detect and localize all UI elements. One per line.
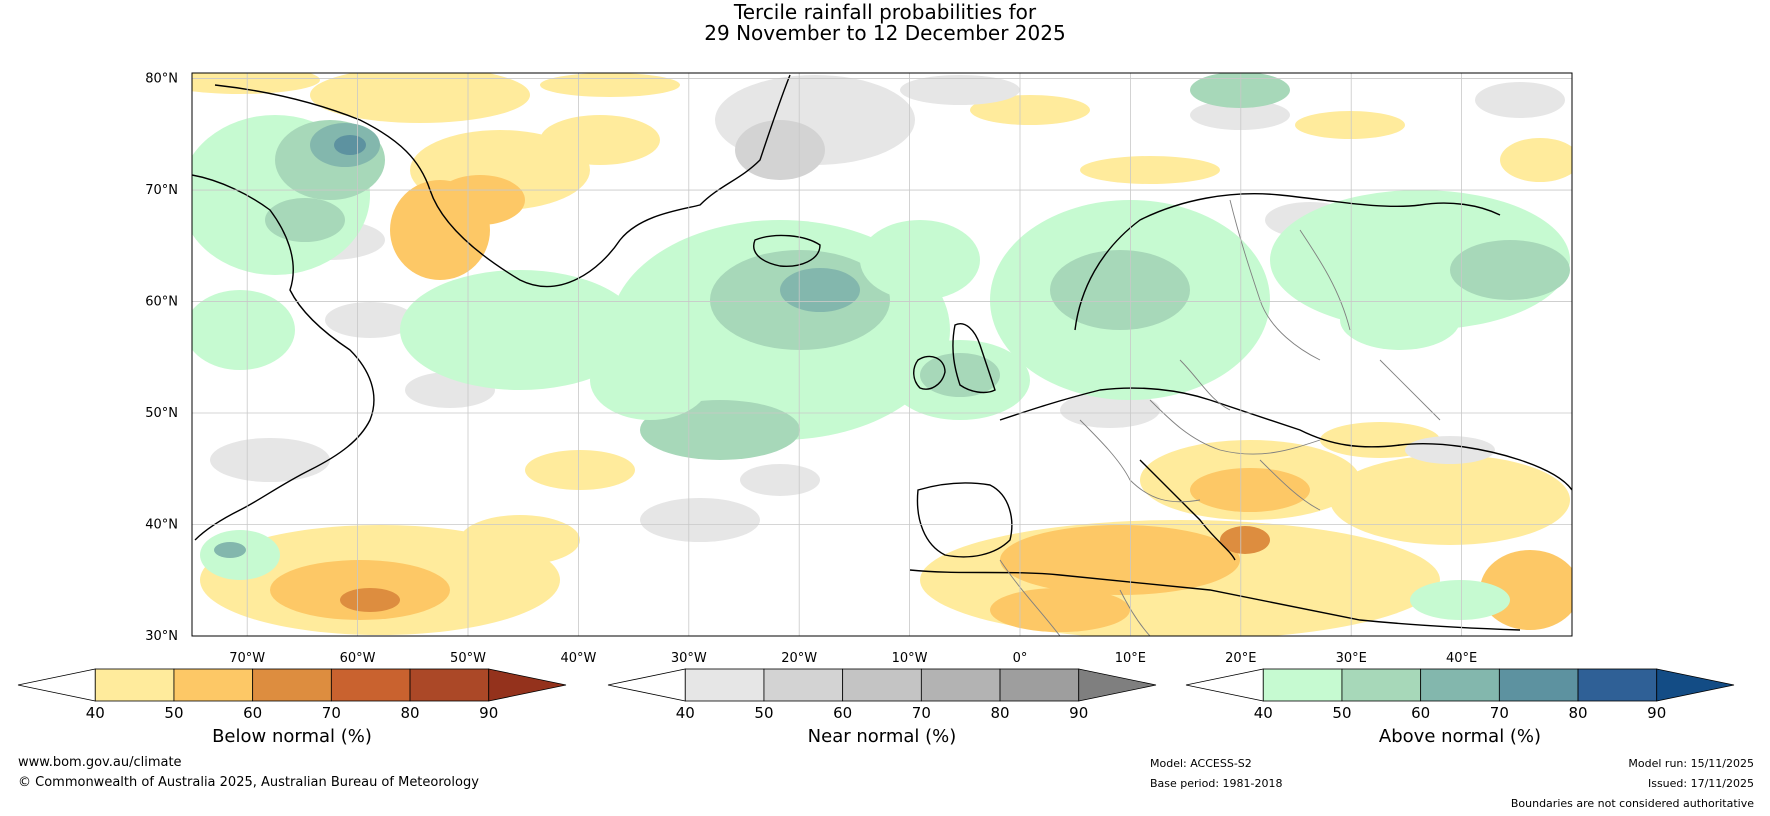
colorbar-segment [920, 668, 1001, 702]
colorbar-tick: 70 [1490, 704, 1509, 722]
colorbar-high-extension [488, 668, 567, 702]
colorbar-segment [94, 668, 175, 702]
base-period-label: Base period: 1981-2018 [1150, 777, 1283, 790]
colorbar-segment [999, 668, 1080, 702]
website-link[interactable]: www.bom.gov.au/climate [18, 755, 182, 770]
colorbar-high-extension [1078, 668, 1157, 702]
colorbar-segment [1420, 668, 1500, 702]
colorbar-segment [1498, 668, 1579, 702]
lat-label: 80°N [145, 72, 178, 87]
disclaimer-text: Boundaries are not considered authoritat… [1510, 797, 1754, 810]
lon-label: 10°W [892, 651, 928, 666]
colorbar-below-normal: 40 50 60 70 80 90 [17, 668, 567, 722]
colorbar-segment [684, 668, 765, 702]
colorbar-segment [173, 668, 254, 702]
colorbar-near-normal: 40 50 60 70 80 90 [607, 668, 1157, 722]
lat-label: 40°N [145, 518, 178, 533]
colorbar-tick: 60 [243, 704, 262, 722]
colorbar-tick: 80 [990, 704, 1009, 722]
colorbar-tick: 90 [1069, 704, 1088, 722]
lon-label: 60°W [340, 651, 376, 666]
colorbar-segment [763, 668, 844, 702]
colorbar-segment [330, 668, 411, 702]
model-label: Model: ACCESS-S2 [1150, 757, 1252, 770]
lat-label: 70°N [145, 183, 178, 198]
copyright-text: © Commonwealth of Australia 2025, Austra… [18, 775, 479, 790]
colorbar-tick: 70 [322, 704, 341, 722]
colorbar-low-extension [17, 668, 96, 702]
map-title-line1: Tercile rainfall probabilities for [733, 0, 1037, 24]
lon-label: 30°E [1336, 651, 1367, 666]
colorbar-segment [1577, 668, 1658, 702]
latitude-labels: 80°N 70°N 60°N 50°N 40°N 30°N [145, 72, 178, 644]
colorbar-tick: 80 [400, 704, 419, 722]
colorbar-above-normal: 40 50 60 70 80 90 [1185, 668, 1735, 722]
coastlines [192, 74, 1572, 631]
colorbar-tick: 70 [912, 704, 931, 722]
lat-label: 50°N [145, 406, 178, 421]
colorbar-high-extension [1656, 668, 1735, 702]
lon-label: 40°E [1446, 651, 1477, 666]
lat-label: 60°N [145, 295, 178, 310]
near-normal-title: Near normal (%) [807, 726, 957, 747]
lon-label: 40°W [560, 651, 596, 666]
colorbar-tick: 90 [479, 704, 498, 722]
lon-label: 20°W [781, 651, 817, 666]
colorbar-tick: 40 [676, 704, 695, 722]
below-normal-title: Below normal (%) [212, 726, 372, 747]
colorbar-tick: 80 [1568, 704, 1587, 722]
lon-label: 50°W [450, 651, 486, 666]
colorbar-tick: 50 [164, 704, 183, 722]
model-run-label: Model run: 15/11/2025 [1628, 757, 1754, 770]
map-title-line2: 29 November to 12 December 2025 [704, 21, 1066, 45]
issued-label: Issued: 17/11/2025 [1647, 777, 1754, 790]
colorbar-tick: 50 [754, 704, 773, 722]
colorbar-tick: 60 [1411, 704, 1430, 722]
colorbar-tick: 50 [1332, 704, 1351, 722]
colorbar-tick: 40 [86, 704, 105, 722]
colorbar-segment [252, 668, 332, 702]
colorbar-tick: 60 [833, 704, 852, 722]
map-border [191, 72, 1573, 637]
colorbar-segment [842, 668, 922, 702]
longitude-labels: 70°W 60°W 50°W 40°W 30°W 20°W 10°W 0° 10°E 20°E 30… [229, 651, 1477, 666]
colorbar-tick: 90 [1647, 704, 1666, 722]
lon-label: 10°E [1115, 651, 1146, 666]
colorbar-segment [409, 668, 490, 702]
colorbar-low-extension [1185, 668, 1264, 702]
lon-label: 20°E [1225, 651, 1256, 666]
colorbar-tick: 40 [1254, 704, 1273, 722]
colorbar-segment [1341, 668, 1422, 702]
lat-label: 30°N [145, 629, 178, 644]
lon-label: 70°W [229, 651, 265, 666]
lon-label: 30°W [671, 651, 707, 666]
colorbar-segment [1262, 668, 1343, 702]
above-normal-title: Above normal (%) [1378, 726, 1542, 747]
lon-label: 0° [1013, 651, 1028, 666]
colorbar-low-extension [607, 668, 686, 702]
